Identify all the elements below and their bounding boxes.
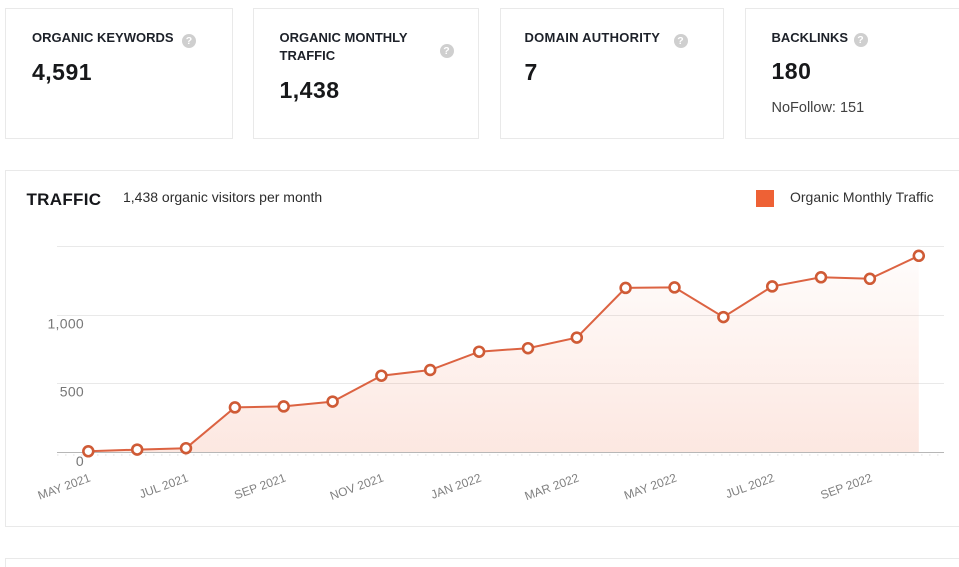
svg-text:MAR 2022: MAR 2022 — [523, 471, 581, 504]
svg-text:JUL 2022: JUL 2022 — [724, 471, 777, 502]
svg-text:SEP 2022: SEP 2022 — [819, 471, 875, 503]
svg-text:JUL 2021: JUL 2021 — [137, 471, 190, 502]
svg-text:JAN 2022: JAN 2022 — [429, 471, 484, 502]
svg-text:500: 500 — [60, 384, 84, 400]
svg-text:0: 0 — [76, 453, 84, 469]
svg-text:NOV 2021: NOV 2021 — [328, 471, 386, 503]
svg-text:MAY 2022: MAY 2022 — [622, 471, 679, 503]
svg-text:1,000: 1,000 — [47, 316, 84, 332]
svg-text:SEP 2021: SEP 2021 — [232, 471, 288, 503]
svg-text:MAY 2021: MAY 2021 — [36, 471, 93, 503]
